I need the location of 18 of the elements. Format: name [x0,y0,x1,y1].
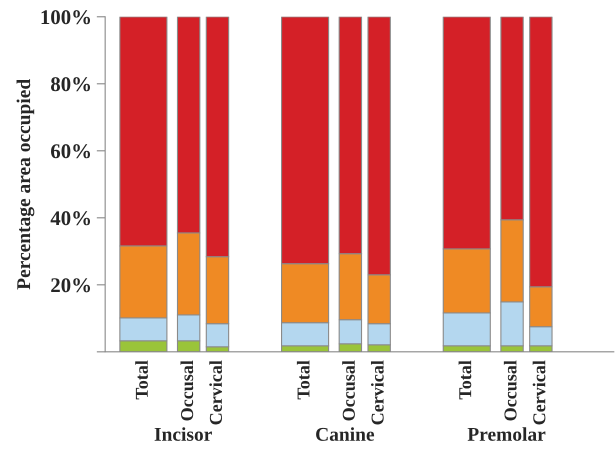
y-tick-label: 40% [50,211,90,226]
x-tick-label: Cervical [532,360,546,424]
y-tick-label: 20% [51,278,90,292]
text: Premolar [468,427,546,441]
y-axis-title: Percentage area occupied [16,79,34,290]
x-tick-label: Occusal [342,360,355,420]
x-tick-label: Total [135,360,148,400]
x-tick-label: Occusal [180,360,194,420]
x-tick-label: Occusal [504,360,517,420]
y-tick-label: 100% [42,10,90,24]
x-tick-label: Cervical [209,360,222,424]
text: Canine [316,427,374,441]
x-tick-label: Total [458,360,472,400]
text: Incisor [154,427,212,441]
y-tick-label: 80% [50,77,90,92]
x-tick-label: Total [296,360,310,400]
y-tick-label: 60% [51,144,90,158]
x-tick-label: Cervical [370,360,384,424]
